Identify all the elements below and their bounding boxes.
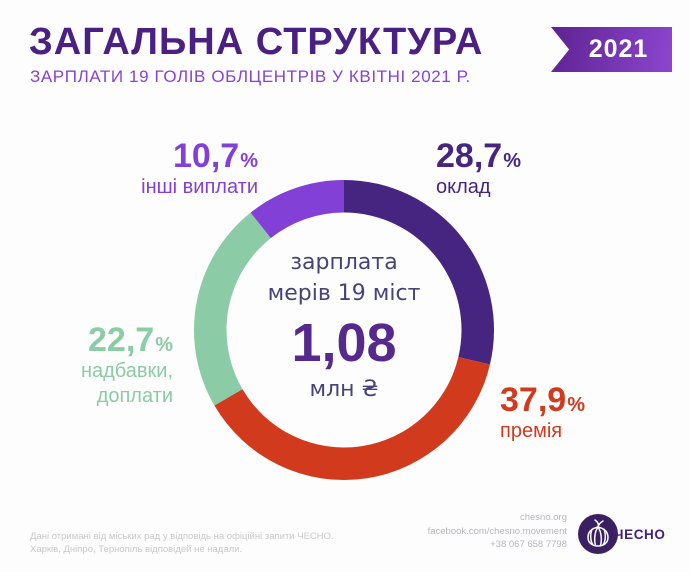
chesno-garlic-icon [578,514,618,554]
percent-sign: % [155,334,173,356]
percent-premia: 37,9% [500,381,585,419]
year-ribbon-badge: 2021 [551,27,672,72]
percent-sign: % [240,150,258,172]
center-line2: мерів 19 міст [267,281,421,306]
label-oklad: 28,7% оклад [436,138,521,200]
slice-name-oklad: оклад [436,176,491,198]
slice-name-inshi: інші виплати [141,176,258,198]
percent-oklad: 28,7% [436,137,521,175]
phone-number: +38 067 658 7798 [490,539,567,550]
label-premia: 37,9% премія [500,382,585,444]
donut-chart [184,170,504,490]
donut-segment-2 [193,212,271,406]
donut-svg [193,180,495,481]
page-title: ЗАГАЛЬНА СТРУКТУРА [29,21,484,63]
donut-segment-1 [214,357,490,481]
donut-segment-0 [344,180,495,365]
note-line1: Дані отримані від міських рад у відповід… [30,531,334,542]
percent-inshi: 10,7% [173,137,258,175]
center-line1: зарплата [290,250,398,275]
chesno-logo-text: ЧЕСНО [614,527,666,542]
center-unit: млн ₴ [309,377,379,402]
label-nadbavky-doplaty: 22,7% надбавки, доплати [18,322,173,409]
website-link[interactable]: chesno.org [519,512,567,523]
percent-sign: % [567,394,585,416]
year-badge-label: 2021 [588,35,649,63]
facebook-link[interactable]: facebook.com/chesno.movement [427,525,567,537]
percent-sign: % [503,150,521,172]
slice-name-premia: премія [500,420,563,442]
data-source-note: Дані отримані від міських рад у відповід… [30,530,334,556]
slice-name-nadbavky: надбавки, доплати [80,360,173,407]
center-total-value: 1,08 [291,313,397,373]
donut-center-label: зарплата мерів 19 міст 1,08 млн ₴ [214,247,474,404]
contact-links: chesno.org facebook.com/chesno.movement … [428,511,567,552]
donut-segment-3 [250,180,344,239]
label-inshi-vyplaty: 10,7% інші виплати [60,138,258,200]
percent-nadbavky: 22,7% [88,321,173,359]
note-line2: Харків, Дніпро, Тернопіль відповідей не … [30,544,243,555]
page-subtitle: ЗАРПЛАТИ 19 ГОЛІВ ОБЛЦЕНТРІВ У КВІТНІ 20… [30,67,471,86]
